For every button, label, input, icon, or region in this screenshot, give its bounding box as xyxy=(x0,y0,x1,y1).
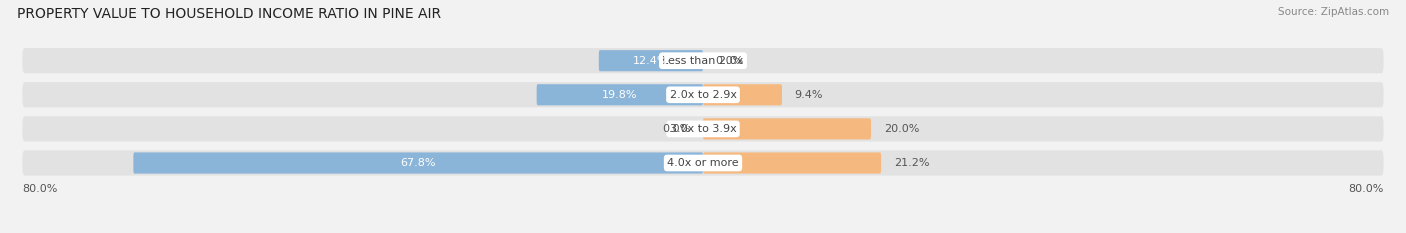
Text: Source: ZipAtlas.com: Source: ZipAtlas.com xyxy=(1278,7,1389,17)
Text: 19.8%: 19.8% xyxy=(602,90,637,100)
FancyBboxPatch shape xyxy=(22,116,1384,141)
Text: 20.0%: 20.0% xyxy=(883,124,920,134)
FancyBboxPatch shape xyxy=(599,50,703,71)
Text: 9.4%: 9.4% xyxy=(794,90,823,100)
FancyBboxPatch shape xyxy=(134,152,703,174)
FancyBboxPatch shape xyxy=(537,84,703,105)
FancyBboxPatch shape xyxy=(22,150,1384,176)
FancyBboxPatch shape xyxy=(703,152,882,174)
Text: PROPERTY VALUE TO HOUSEHOLD INCOME RATIO IN PINE AIR: PROPERTY VALUE TO HOUSEHOLD INCOME RATIO… xyxy=(17,7,441,21)
Legend: Without Mortgage, With Mortgage: Without Mortgage, With Mortgage xyxy=(582,230,824,233)
Text: 2.0x to 2.9x: 2.0x to 2.9x xyxy=(669,90,737,100)
Text: 21.2%: 21.2% xyxy=(894,158,929,168)
Text: 0.0%: 0.0% xyxy=(716,56,744,66)
Text: Less than 2.0x: Less than 2.0x xyxy=(662,56,744,66)
FancyBboxPatch shape xyxy=(22,82,1384,107)
Text: 80.0%: 80.0% xyxy=(1348,184,1384,194)
FancyBboxPatch shape xyxy=(703,84,782,105)
Text: 67.8%: 67.8% xyxy=(401,158,436,168)
FancyBboxPatch shape xyxy=(22,48,1384,73)
Text: 4.0x or more: 4.0x or more xyxy=(668,158,738,168)
Text: 3.0x to 3.9x: 3.0x to 3.9x xyxy=(669,124,737,134)
Text: 80.0%: 80.0% xyxy=(22,184,58,194)
FancyBboxPatch shape xyxy=(703,118,872,140)
Text: 12.4%: 12.4% xyxy=(633,56,669,66)
Text: 0.0%: 0.0% xyxy=(662,124,690,134)
